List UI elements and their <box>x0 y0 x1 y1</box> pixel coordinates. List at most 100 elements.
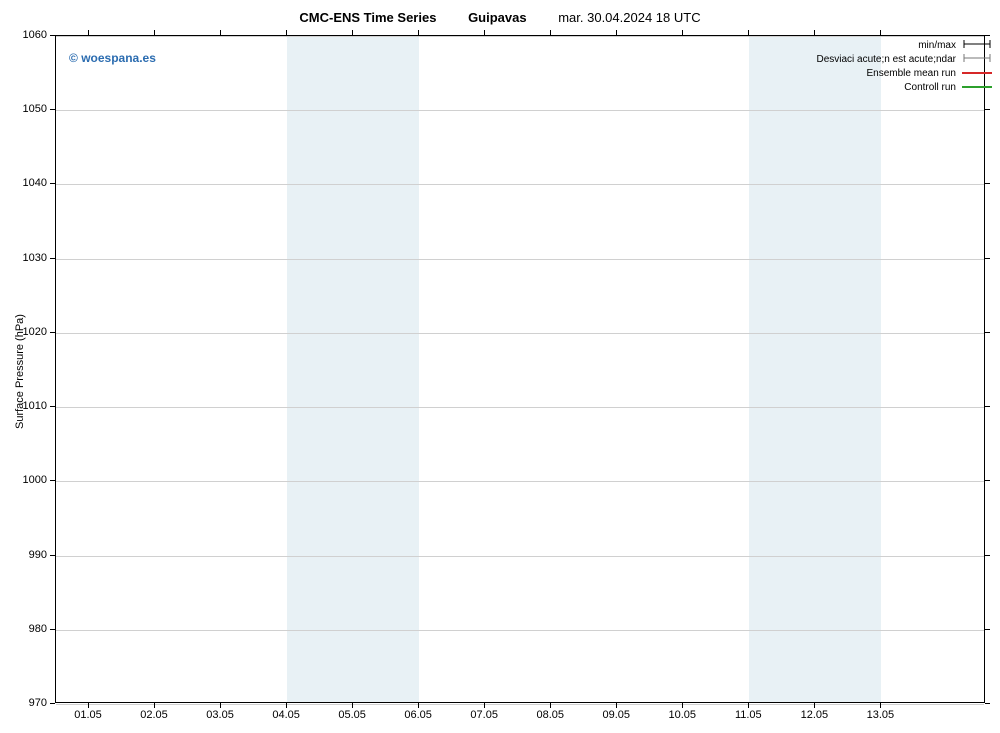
x-tick-mark <box>550 30 551 35</box>
title-source: CMC-ENS Time Series <box>299 10 436 25</box>
x-tick-mark <box>220 30 221 35</box>
y-tick-mark <box>985 629 990 630</box>
x-tick-mark <box>616 703 617 708</box>
x-tick-mark <box>682 30 683 35</box>
x-tick-label: 07.05 <box>470 709 498 721</box>
y-tick-mark <box>985 480 990 481</box>
x-tick-mark <box>748 30 749 35</box>
grid-line <box>56 110 984 111</box>
x-tick-mark <box>418 30 419 35</box>
y-tick-label: 1020 <box>15 326 47 338</box>
y-tick-mark <box>985 35 990 36</box>
grid-line <box>56 556 984 557</box>
x-tick-mark <box>286 703 287 708</box>
y-tick-mark <box>985 555 990 556</box>
x-tick-label: 04.05 <box>272 709 300 721</box>
x-tick-mark <box>748 703 749 708</box>
legend-item: Desviaci acute;n est acute;ndar <box>816 52 992 66</box>
x-tick-mark <box>88 703 89 708</box>
y-tick-label: 1060 <box>15 29 47 41</box>
y-tick-mark <box>50 629 55 630</box>
grid-line <box>56 333 984 334</box>
plot-area <box>55 35 985 703</box>
y-tick-label: 1030 <box>15 252 47 264</box>
y-tick-mark <box>50 109 55 110</box>
y-tick-mark <box>50 480 55 481</box>
x-tick-mark <box>682 703 683 708</box>
x-tick-mark <box>616 30 617 35</box>
y-tick-mark <box>50 406 55 407</box>
y-tick-mark <box>50 703 55 704</box>
x-tick-mark <box>880 703 881 708</box>
chart-title-block: CMC-ENS Time Series Guipavas mar. 30.04.… <box>0 10 1000 25</box>
y-tick-mark <box>985 109 990 110</box>
x-tick-label: 11.05 <box>735 709 762 721</box>
legend-label: min/max <box>918 40 956 51</box>
y-tick-label: 980 <box>15 623 47 635</box>
legend-swatch <box>962 39 992 52</box>
y-tick-mark <box>985 332 990 333</box>
legend: min/max Desviaci acute;n est acute;ndar En… <box>816 38 992 94</box>
x-tick-label: 01.05 <box>74 709 102 721</box>
legend-label: Controll run <box>904 82 956 93</box>
y-tick-mark <box>50 555 55 556</box>
y-tick-label: 1010 <box>15 400 47 412</box>
x-tick-mark <box>418 703 419 708</box>
x-tick-mark <box>154 703 155 708</box>
y-tick-mark <box>50 258 55 259</box>
x-tick-label: 13.05 <box>867 709 895 721</box>
legend-item: Controll run <box>816 80 992 94</box>
y-tick-mark <box>985 183 990 184</box>
x-tick-mark <box>352 30 353 35</box>
y-tick-label: 970 <box>15 697 47 709</box>
weekend-band <box>287 36 419 702</box>
legend-item: Ensemble mean run <box>816 66 992 80</box>
grid-line <box>56 36 984 37</box>
x-tick-mark <box>484 30 485 35</box>
y-tick-label: 1050 <box>15 103 47 115</box>
y-tick-mark <box>50 35 55 36</box>
legend-label: Desviaci acute;n est acute;ndar <box>816 54 956 65</box>
grid-line <box>56 481 984 482</box>
legend-swatch <box>962 72 992 74</box>
grid-line <box>56 407 984 408</box>
x-tick-mark <box>286 30 287 35</box>
x-tick-mark <box>484 703 485 708</box>
x-tick-label: 06.05 <box>404 709 432 721</box>
x-tick-label: 08.05 <box>536 709 564 721</box>
grid-line <box>56 259 984 260</box>
x-tick-mark <box>550 703 551 708</box>
legend-swatch <box>962 86 992 88</box>
x-tick-mark <box>220 703 221 708</box>
grid-line <box>56 184 984 185</box>
y-tick-mark <box>50 183 55 184</box>
x-tick-label: 10.05 <box>669 709 697 721</box>
x-tick-mark <box>88 30 89 35</box>
weekend-band <box>749 36 881 702</box>
x-tick-label: 12.05 <box>801 709 829 721</box>
x-tick-label: 05.05 <box>338 709 366 721</box>
x-tick-mark <box>154 30 155 35</box>
legend-swatch <box>962 53 992 66</box>
x-tick-mark <box>814 703 815 708</box>
legend-item: min/max <box>816 38 992 52</box>
watermark-symbol: © <box>69 51 78 65</box>
y-tick-label: 990 <box>15 549 47 561</box>
title-location: Guipavas <box>468 10 527 25</box>
x-tick-label: 02.05 <box>140 709 168 721</box>
x-tick-label: 09.05 <box>602 709 630 721</box>
grid-line <box>56 704 984 705</box>
y-tick-mark <box>985 258 990 259</box>
x-tick-mark <box>880 30 881 35</box>
y-tick-label: 1000 <box>15 474 47 486</box>
grid-line <box>56 630 984 631</box>
watermark-text: woespana.es <box>81 51 156 65</box>
y-tick-label: 1040 <box>15 177 47 189</box>
x-tick-mark <box>352 703 353 708</box>
chart-container: CMC-ENS Time Series Guipavas mar. 30.04.… <box>0 0 1000 733</box>
x-tick-mark <box>814 30 815 35</box>
y-tick-mark <box>50 332 55 333</box>
legend-label: Ensemble mean run <box>867 68 957 79</box>
y-tick-mark <box>985 703 990 704</box>
title-datetime: mar. 30.04.2024 18 UTC <box>558 10 700 25</box>
